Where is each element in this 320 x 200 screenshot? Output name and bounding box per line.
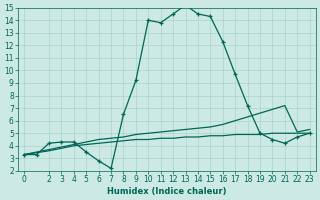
X-axis label: Humidex (Indice chaleur): Humidex (Indice chaleur) [107,187,227,196]
